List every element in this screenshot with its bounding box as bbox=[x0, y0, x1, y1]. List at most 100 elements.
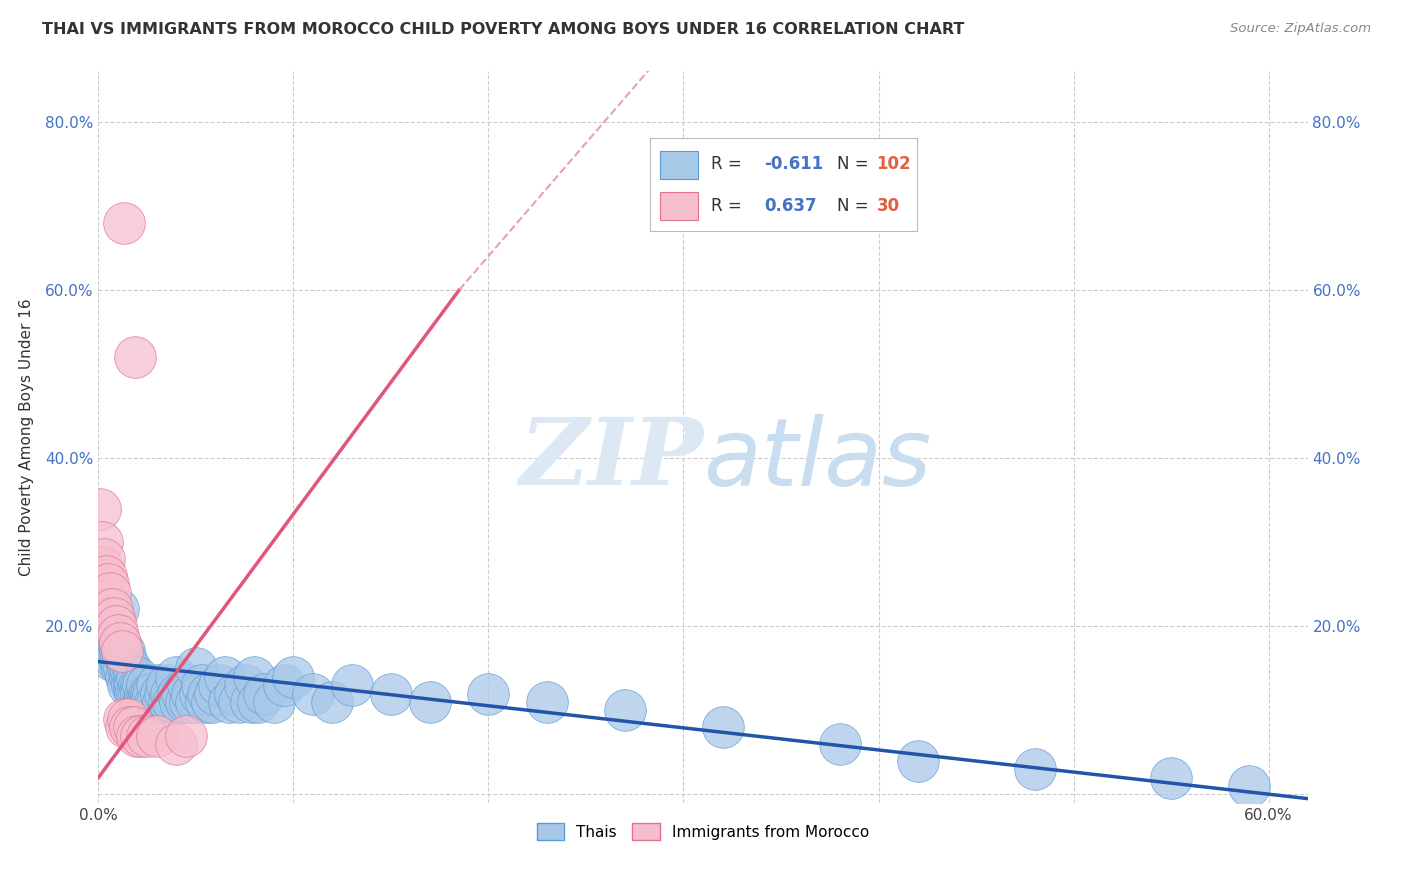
Point bbox=[111, 661, 134, 675]
Point bbox=[112, 216, 135, 230]
Text: 30: 30 bbox=[877, 196, 900, 215]
Point bbox=[134, 686, 156, 700]
Point bbox=[179, 695, 201, 709]
Point bbox=[124, 350, 146, 364]
Text: -0.611: -0.611 bbox=[765, 155, 824, 173]
Point bbox=[828, 737, 851, 751]
Point bbox=[98, 585, 121, 599]
Point bbox=[96, 594, 118, 608]
Point bbox=[233, 678, 256, 692]
Point bbox=[97, 644, 120, 658]
Point bbox=[162, 695, 184, 709]
FancyBboxPatch shape bbox=[661, 192, 697, 219]
Text: 102: 102 bbox=[877, 155, 911, 173]
Point bbox=[138, 686, 160, 700]
Point bbox=[157, 695, 180, 709]
Point bbox=[103, 636, 125, 650]
Point bbox=[93, 552, 115, 566]
Point bbox=[122, 670, 145, 684]
Point bbox=[184, 695, 207, 709]
Point bbox=[907, 754, 929, 768]
Point bbox=[91, 602, 114, 616]
Point bbox=[114, 720, 136, 734]
Point bbox=[188, 686, 211, 700]
Point bbox=[711, 720, 734, 734]
Point bbox=[98, 611, 121, 625]
Point bbox=[104, 653, 127, 667]
Point bbox=[536, 695, 558, 709]
Text: atlas: atlas bbox=[703, 414, 931, 505]
Point bbox=[107, 602, 129, 616]
Point bbox=[224, 686, 246, 700]
Point bbox=[97, 602, 120, 616]
Point bbox=[200, 695, 222, 709]
Point bbox=[103, 611, 125, 625]
Point bbox=[91, 627, 114, 641]
Point bbox=[114, 653, 136, 667]
Point bbox=[117, 712, 139, 726]
Point bbox=[136, 678, 159, 692]
Point bbox=[131, 678, 153, 692]
Point bbox=[146, 678, 169, 692]
Point bbox=[1160, 771, 1182, 785]
Point bbox=[127, 670, 149, 684]
Point bbox=[146, 695, 169, 709]
Point bbox=[132, 695, 155, 709]
Point bbox=[98, 636, 121, 650]
Point bbox=[321, 695, 343, 709]
Text: R =: R = bbox=[711, 155, 747, 173]
Point bbox=[101, 619, 124, 633]
Point bbox=[167, 686, 190, 700]
Point bbox=[93, 585, 115, 599]
Point bbox=[96, 619, 118, 633]
Legend: Thais, Immigrants from Morocco: Thais, Immigrants from Morocco bbox=[530, 816, 876, 847]
Text: R =: R = bbox=[711, 196, 747, 215]
Point bbox=[128, 678, 150, 692]
Point bbox=[97, 611, 120, 625]
Point bbox=[93, 636, 115, 650]
Point bbox=[134, 695, 156, 709]
Point bbox=[107, 627, 129, 641]
Point bbox=[239, 695, 262, 709]
Point bbox=[177, 678, 200, 692]
Text: ZIP: ZIP bbox=[519, 414, 703, 504]
Point bbox=[112, 661, 135, 675]
Point bbox=[138, 695, 160, 709]
Point bbox=[117, 678, 139, 692]
Point bbox=[107, 636, 129, 650]
Point bbox=[127, 686, 149, 700]
Point bbox=[218, 695, 240, 709]
Point bbox=[340, 678, 363, 692]
Point bbox=[152, 695, 174, 709]
Y-axis label: Child Poverty Among Boys Under 16: Child Poverty Among Boys Under 16 bbox=[18, 298, 34, 576]
Point bbox=[208, 678, 231, 692]
Point bbox=[149, 686, 172, 700]
Point bbox=[118, 661, 141, 675]
Text: N =: N = bbox=[837, 155, 873, 173]
Point bbox=[91, 535, 114, 549]
Point bbox=[614, 703, 637, 717]
Point bbox=[142, 686, 165, 700]
Point bbox=[91, 560, 114, 574]
Point bbox=[139, 686, 162, 700]
FancyBboxPatch shape bbox=[661, 151, 697, 178]
Point bbox=[112, 712, 135, 726]
Point bbox=[111, 644, 134, 658]
Point bbox=[118, 720, 141, 734]
Point bbox=[283, 670, 305, 684]
Point bbox=[114, 670, 136, 684]
Point bbox=[1237, 779, 1260, 793]
Point bbox=[214, 670, 236, 684]
Point bbox=[139, 695, 162, 709]
Point bbox=[121, 678, 143, 692]
Point bbox=[146, 729, 169, 743]
Point bbox=[136, 729, 159, 743]
Point bbox=[128, 686, 150, 700]
Point bbox=[197, 686, 219, 700]
Point bbox=[97, 577, 120, 591]
Point bbox=[477, 686, 499, 700]
Point bbox=[181, 686, 204, 700]
Point bbox=[172, 686, 194, 700]
Point bbox=[174, 729, 197, 743]
Point bbox=[101, 653, 124, 667]
